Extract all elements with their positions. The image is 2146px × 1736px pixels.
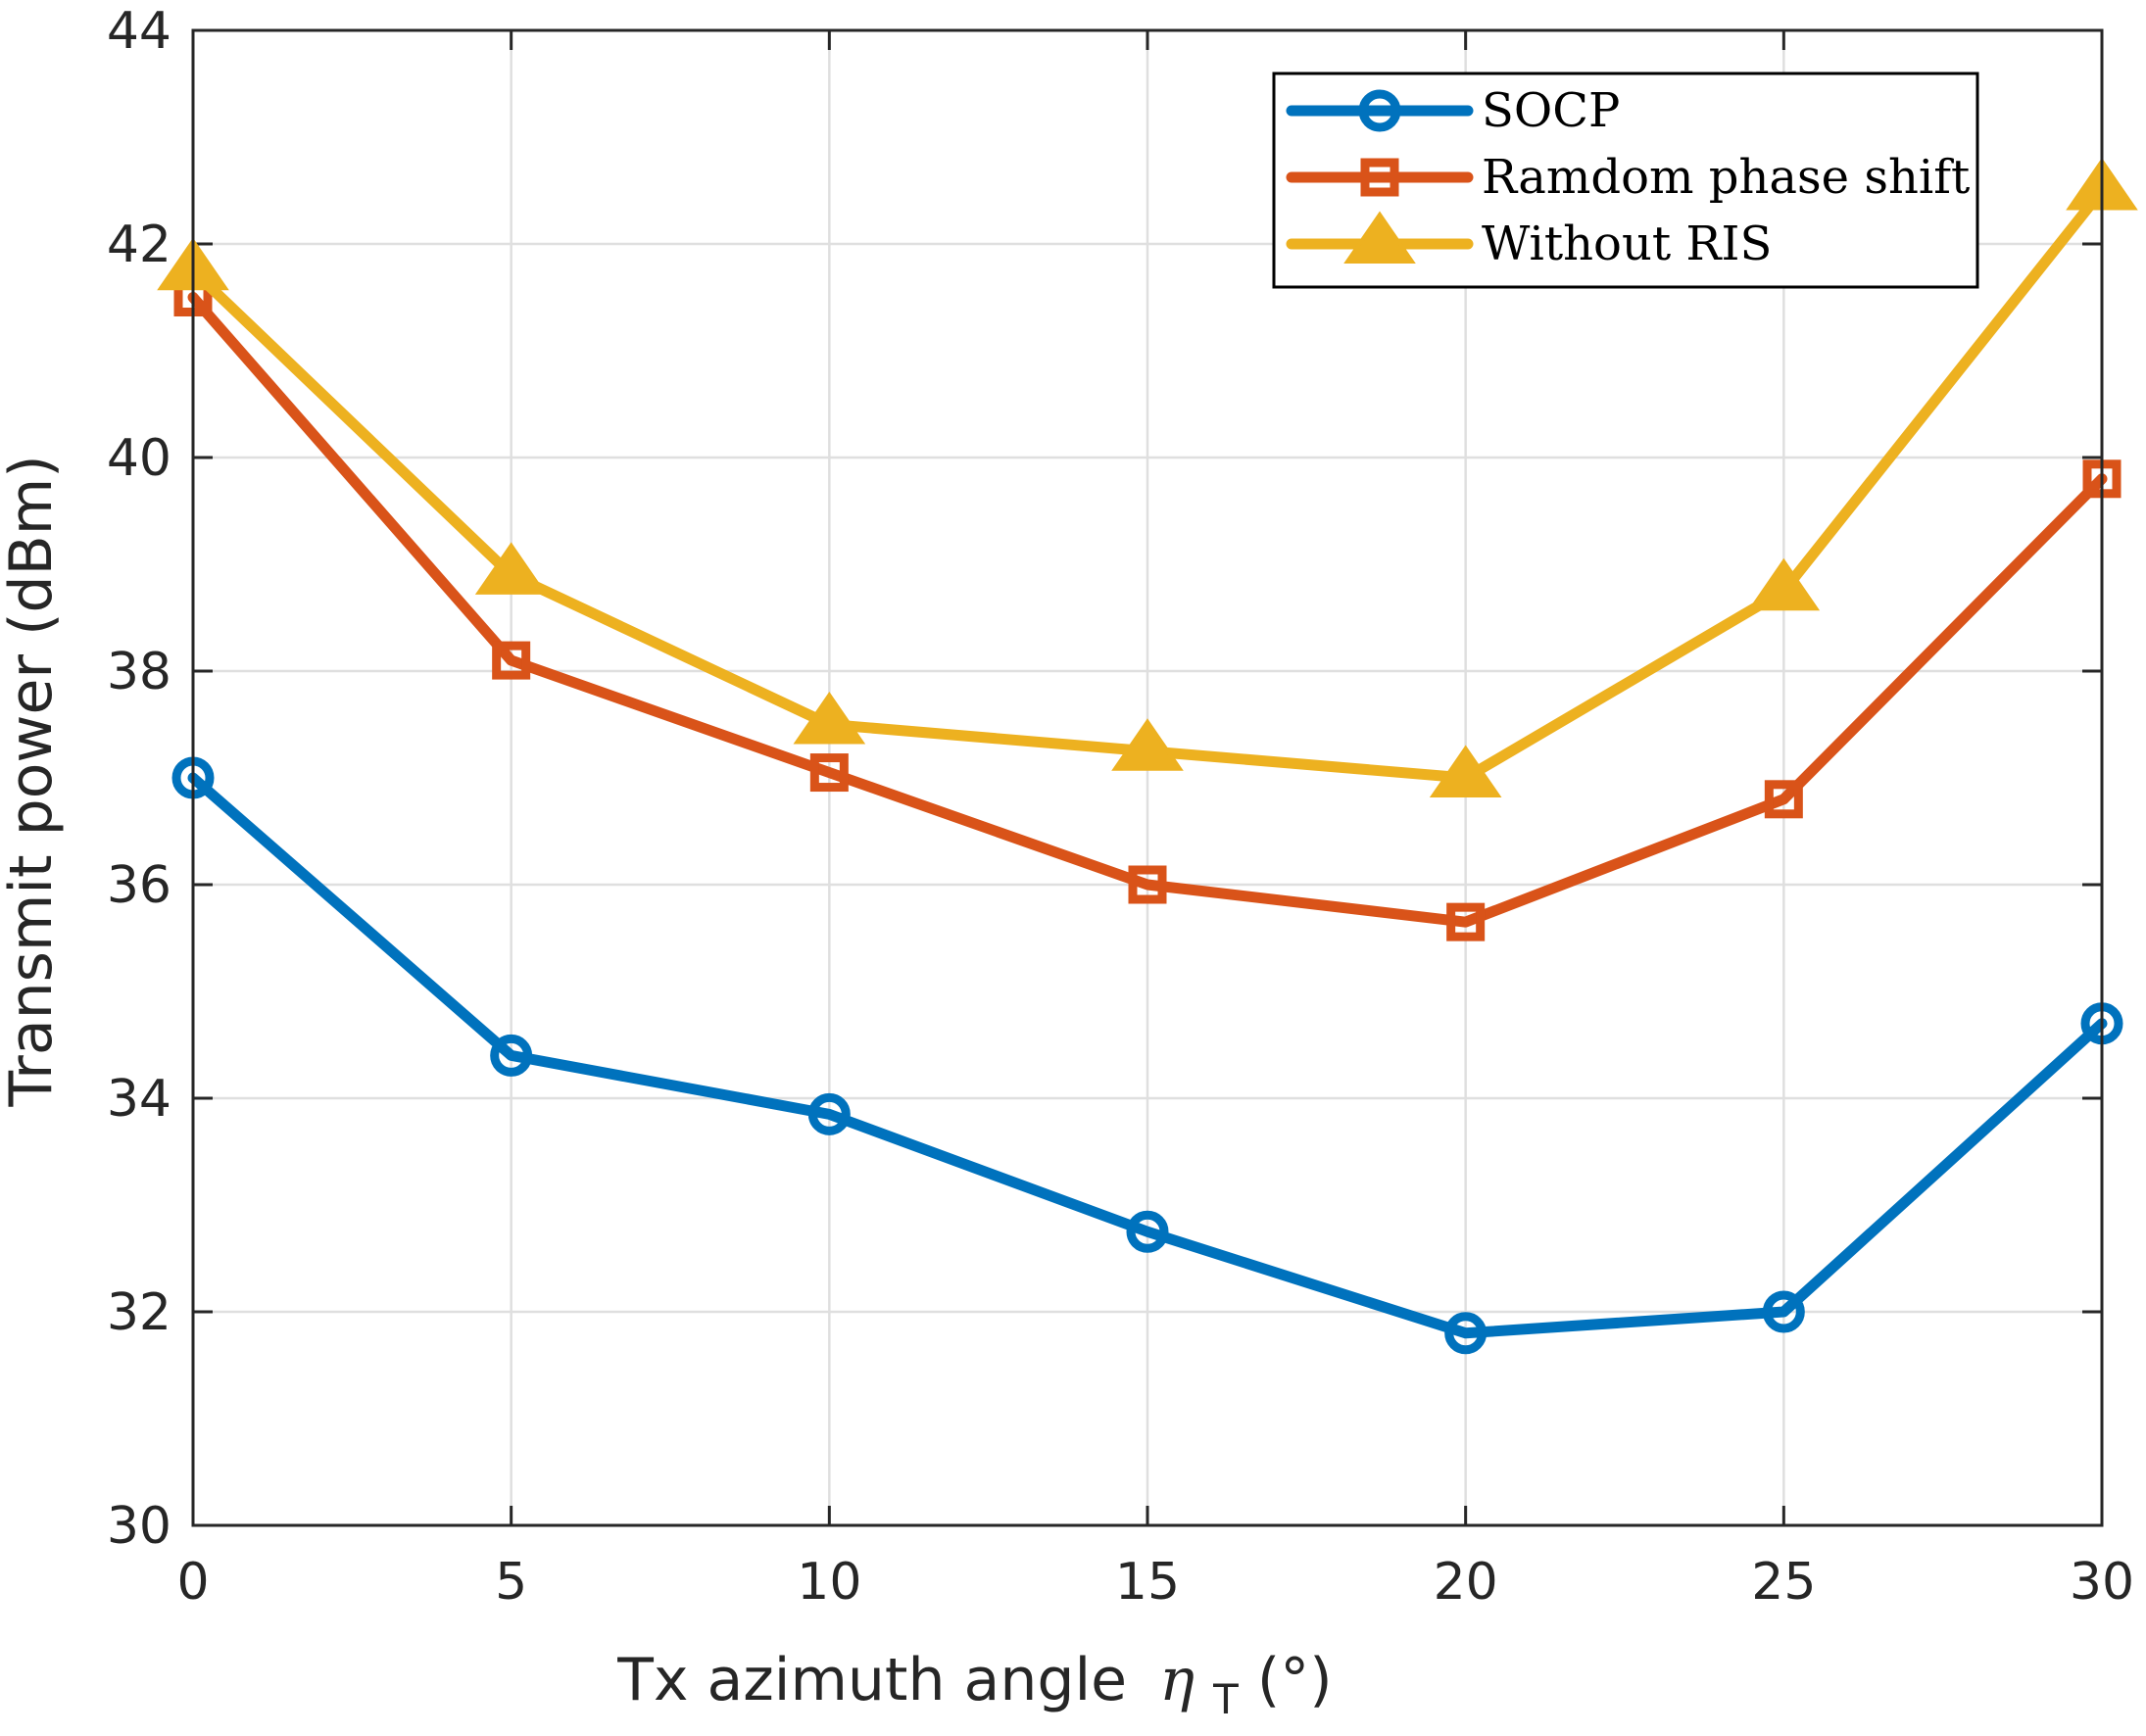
- legend-label-ramdom-phase-shift: Ramdom phase shift: [1482, 150, 1970, 205]
- data-point-without-ris: [793, 691, 866, 745]
- x-axis-label-subscript: T: [1212, 1675, 1239, 1723]
- data-point-ramdom-phase-shift: [1446, 902, 1486, 941]
- data-point-ramdom-phase-shift: [1764, 780, 1803, 819]
- data-series: [157, 157, 2138, 1355]
- x-axis-label-symbol: η: [1159, 1646, 1195, 1714]
- y-tick-label: 40: [107, 429, 171, 488]
- y-tick-label: 30: [107, 1497, 171, 1556]
- legend-marker-without-ris: [1343, 211, 1416, 264]
- x-axis-label: Tx azimuth angle η T (°): [616, 1646, 1332, 1728]
- data-point-without-ris: [474, 542, 548, 595]
- data-point-without-ris: [1429, 745, 1502, 797]
- x-axis-label-unit: (°): [1257, 1646, 1333, 1714]
- legend-label-socp: SOCP: [1482, 83, 1620, 138]
- y-axis-label: Transmit power (dBm): [0, 455, 66, 1107]
- y-tick-label: 32: [107, 1283, 171, 1342]
- x-tick-label: 10: [797, 1553, 861, 1612]
- y-tick-label: 36: [107, 856, 171, 915]
- x-tick-label: 0: [176, 1553, 209, 1612]
- legend-label-without-ris: Without RIS: [1482, 217, 1772, 271]
- y-tick-label: 44: [107, 2, 171, 61]
- x-axis-label-text: Tx azimuth angle: [616, 1646, 1127, 1714]
- x-tick-label: 20: [1434, 1553, 1498, 1612]
- series-line-socp: [187, 772, 2108, 1339]
- x-tick-label: 5: [495, 1553, 527, 1612]
- data-point-ramdom-phase-shift: [809, 753, 849, 793]
- x-tick-label: 25: [1751, 1553, 1816, 1612]
- legend-marker-ramdom-phase-shift: [1360, 158, 1399, 197]
- y-tick-label: 42: [107, 216, 171, 274]
- y-tick-label: 34: [107, 1070, 171, 1129]
- series-socp: [171, 756, 2123, 1355]
- data-point-socp: [1126, 1210, 1169, 1253]
- data-point-socp: [1444, 1312, 1488, 1355]
- series-line-ramdom-phase-shift: [187, 292, 2108, 928]
- x-tick-label: 30: [2070, 1553, 2134, 1612]
- data-point-socp: [807, 1092, 851, 1135]
- data-point-socp: [1762, 1290, 1805, 1333]
- data-point-socp: [490, 1034, 533, 1077]
- series-ramdom-phase-shift: [173, 278, 2122, 941]
- data-point-ramdom-phase-shift: [1128, 865, 1167, 904]
- data-point-without-ris: [1747, 557, 1821, 611]
- x-tick-label: 15: [1115, 1553, 1180, 1612]
- legend-marker-socp: [1358, 89, 1401, 132]
- data-point-ramdom-phase-shift: [492, 641, 531, 680]
- legend: SOCP Ramdom phase shift Without RIS: [1272, 72, 1979, 289]
- y-tick-label: 38: [107, 643, 171, 701]
- data-point-without-ris: [1111, 718, 1184, 771]
- plot-frame: [191, 28, 2104, 1527]
- tick-labels: 0 5 10 15 20 25 30 30 32 34 36 38 40 42 44: [107, 2, 2134, 1612]
